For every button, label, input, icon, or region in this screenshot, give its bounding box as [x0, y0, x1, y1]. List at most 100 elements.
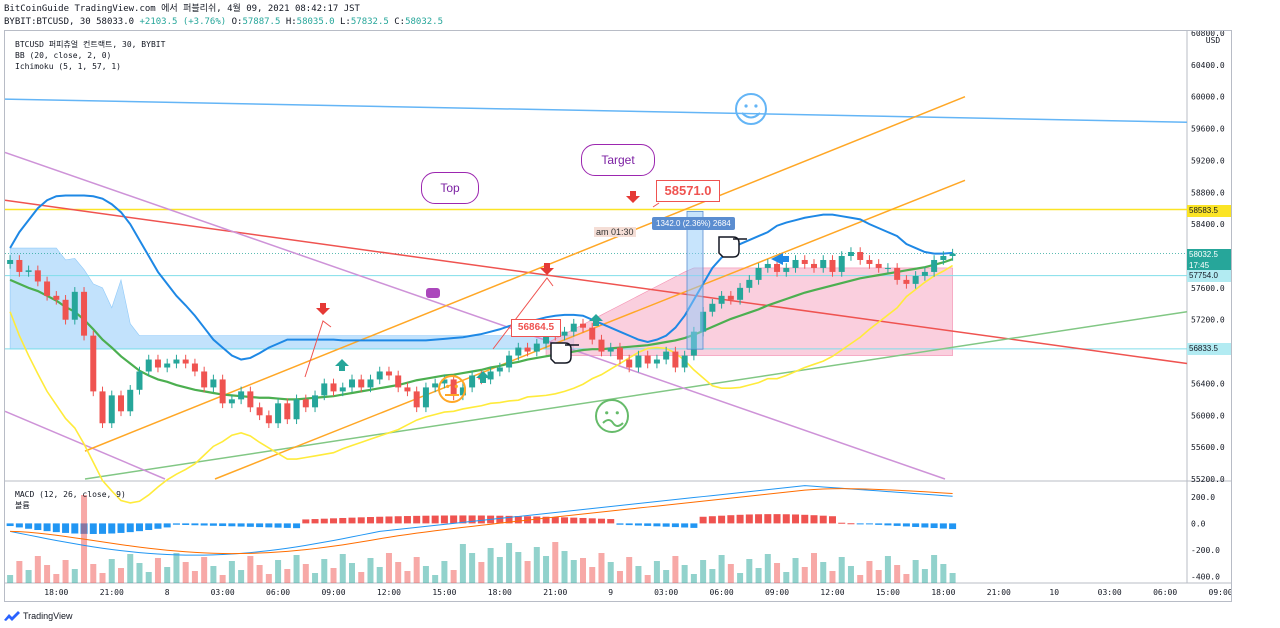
volume-bar: [404, 571, 411, 583]
macd-histogram-bar: [819, 515, 827, 524]
pointing-hand-icon: [718, 236, 747, 258]
candle-body: [801, 259, 808, 264]
volume-bar: [293, 555, 300, 583]
time-tick-label: 15:00: [876, 588, 900, 597]
chart-header: BitCoinGuide TradingView.com 에서 퍼블리쉬, 4월…: [0, 0, 1280, 30]
high-label: H:: [285, 17, 297, 27]
macd-histogram-bar: [736, 514, 744, 524]
candle-body: [469, 375, 476, 388]
volume-bar: [349, 563, 355, 583]
candle-body: [53, 295, 60, 300]
candle-body: [62, 299, 69, 320]
chart-canvas[interactable]: 60800.0 60400.0 60000.0 59600.0 59200.0 58800…: [5, 31, 1231, 601]
footer[interactable]: TradingView: [4, 607, 73, 625]
candle-body: [238, 391, 245, 400]
macd-histogram-bar: [884, 523, 892, 526]
ohlc-line: BYBIT:BTCUSD, 30 58033.0 +2103.5 (+3.76%…: [4, 16, 1276, 29]
volume-bar: [912, 560, 919, 583]
macd-histogram-bar: [450, 515, 458, 524]
macd-histogram-bar: [838, 522, 846, 524]
macd-histogram-bar: [154, 523, 162, 529]
candle-body: [524, 347, 531, 352]
candle-body: [136, 371, 143, 390]
candle-body: [515, 347, 522, 356]
candle-body: [616, 347, 623, 360]
legend-macd: MACD (12, 26, close, 9): [15, 490, 126, 499]
candle-body: [838, 256, 845, 272]
macd-histogram-bar: [773, 514, 781, 524]
volume-bar: [7, 575, 14, 583]
volume-bar: [210, 566, 217, 583]
volume-bar: [376, 567, 383, 583]
volume-bar: [275, 560, 282, 583]
measure-label: 1342.0 (2.36%) 2684: [652, 217, 735, 230]
macd-histogram-bar: [163, 523, 171, 528]
candle-body: [487, 371, 494, 380]
macd-histogram-bar: [25, 523, 33, 529]
buy-arrow-icon: [589, 314, 603, 326]
candle-body: [339, 387, 346, 392]
volume-bar: [774, 563, 781, 583]
macd-histogram-bar: [912, 523, 920, 527]
volume-bar: [607, 562, 614, 583]
price-tick-label: 56400.0: [1191, 379, 1225, 388]
neutral-face-icon-eye: [454, 384, 458, 388]
volume-bar: [755, 568, 762, 583]
macd-histogram-bar: [293, 523, 301, 529]
volume-bar: [441, 561, 448, 583]
cat-icon: [426, 288, 440, 298]
time-tick-label: 06:00: [266, 588, 290, 597]
volume-bar: [330, 568, 337, 583]
macd-histogram-bar: [99, 523, 107, 534]
volume-bar: [783, 572, 790, 583]
price-pointer-icon: [771, 253, 789, 265]
candle-body: [570, 323, 577, 332]
time-tick-label: 18:00: [488, 588, 512, 597]
volume-bar: [561, 551, 568, 583]
volume-bar: [16, 561, 23, 583]
macd-histogram-bar: [671, 523, 679, 528]
macd-histogram-bar: [413, 515, 421, 524]
volume-bar: [145, 572, 152, 583]
macd-tick-label: 200.0: [1191, 493, 1215, 502]
price-tick-label: 57600.0: [1191, 284, 1225, 293]
chart-frame[interactable]: 60800.0 60400.0 60000.0 59600.0 59200.0 58800…: [4, 30, 1232, 602]
macd-histogram-bar: [228, 523, 236, 527]
macd-histogram-bar: [126, 523, 134, 533]
macd-histogram-bar: [514, 516, 522, 524]
candle-body: [626, 359, 633, 368]
volume-bar: [626, 557, 633, 583]
volume-bar: [154, 558, 161, 583]
volume-bar: [838, 557, 845, 583]
macd-histogram-bar: [117, 523, 125, 533]
candle-body: [284, 403, 291, 420]
candle-body: [265, 415, 272, 424]
volume-bar: [182, 562, 189, 583]
time-tick-label: 21:00: [100, 588, 124, 597]
change-value: +2103.5 (+3.76%): [139, 17, 227, 27]
macd-histogram-bar: [579, 517, 587, 524]
macd-histogram-bar: [782, 514, 790, 524]
macd-histogram-bar: [616, 523, 624, 525]
volume-bar: [663, 570, 670, 583]
macd-histogram-bar: [902, 523, 910, 527]
volume-bar: [302, 564, 309, 583]
volume-bar: [136, 563, 143, 583]
macd-histogram-bar: [681, 523, 689, 528]
candle-body: [71, 291, 78, 320]
macd-histogram-bar: [172, 523, 180, 525]
volume-bar: [589, 567, 596, 583]
volume-bar: [422, 566, 429, 583]
macd-histogram-bar: [357, 517, 365, 524]
volume-bar: [801, 567, 808, 583]
time-tick-label: 21:00: [987, 588, 1011, 597]
candle-body: [792, 259, 799, 268]
pointing-hand-icon: [550, 342, 579, 364]
time-tick-label: 03:00: [1098, 588, 1122, 597]
candle-body: [302, 399, 309, 408]
candle-body: [681, 355, 688, 368]
macd-histogram-bar: [699, 516, 707, 524]
volume-bar: [616, 571, 623, 583]
volume-bar: [949, 573, 956, 583]
candle-body: [653, 359, 660, 364]
